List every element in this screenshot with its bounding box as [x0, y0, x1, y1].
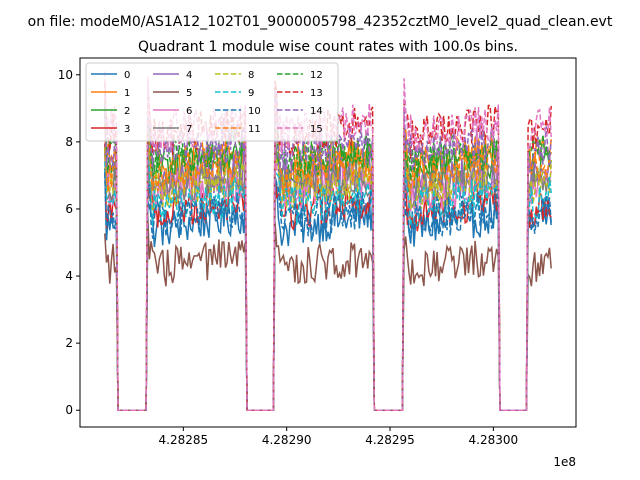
x-offset-label: 1e8 [553, 455, 576, 469]
y-tick-label: 8 [65, 135, 73, 149]
series-line-8 [104, 147, 552, 411]
series-line-12 [104, 106, 552, 411]
legend-label-13: 13 [310, 88, 323, 99]
legend-label-0: 0 [124, 70, 130, 81]
series-lines [104, 71, 552, 411]
legend-label-3: 3 [124, 124, 130, 135]
series-line-5 [104, 216, 552, 411]
y-tick-label: 2 [65, 336, 73, 350]
x-tick-label: 4.28285 [159, 433, 209, 447]
x-tick-label: 4.28290 [262, 433, 312, 447]
legend-label-10: 10 [248, 106, 261, 117]
figure-suptitle: on file: modeM0/AS1A12_102T01_9000005798… [28, 14, 613, 30]
legend-label-11: 11 [248, 124, 261, 135]
legend-label-15: 15 [310, 124, 323, 135]
legend-label-4: 4 [186, 70, 192, 81]
y-axis: 0 2 4 6 8 10 [58, 68, 80, 417]
legend-label-6: 6 [186, 106, 192, 117]
legend-label-9: 9 [248, 88, 254, 99]
chart-title: Quadrant 1 module wise count rates with … [138, 39, 518, 55]
y-tick-label: 0 [65, 403, 73, 417]
x-tick-label: 4.28295 [365, 433, 415, 447]
series-line-10 [104, 163, 552, 411]
legend-frame [85, 62, 339, 142]
legend-label-5: 5 [186, 88, 192, 99]
legend-label-2: 2 [124, 106, 130, 117]
legend-label-8: 8 [248, 70, 254, 81]
series-line-0 [104, 168, 552, 411]
x-tick-label: 4.28300 [469, 433, 519, 447]
legend-label-12: 12 [310, 70, 323, 81]
series-line-4 [104, 112, 552, 411]
legend-label-14: 14 [310, 106, 323, 117]
axes-frame [79, 57, 577, 428]
x-axis: 4.28285 4.28290 4.28295 4.28300 [159, 427, 519, 447]
y-tick-label: 4 [65, 269, 73, 283]
legend-label-1: 1 [124, 88, 130, 99]
legend-label-7: 7 [186, 124, 192, 135]
y-tick-label: 10 [58, 68, 73, 82]
y-tick-label: 6 [65, 202, 73, 216]
